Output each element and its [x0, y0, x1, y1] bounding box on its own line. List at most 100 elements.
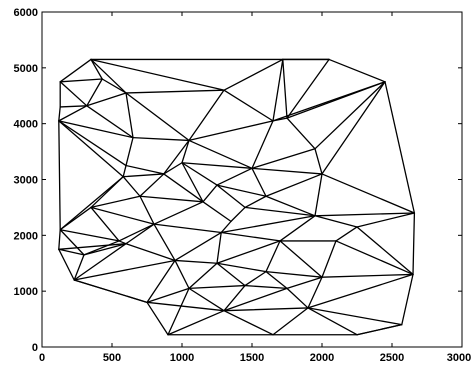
mesh-edge	[384, 81, 416, 214]
mesh-edge	[216, 184, 267, 197]
mesh-edge	[122, 176, 141, 197]
mesh-edge	[122, 164, 127, 178]
mesh-edge	[220, 215, 316, 234]
mesh-edge	[90, 206, 155, 225]
mesh-edge	[328, 58, 386, 83]
mesh-edge	[125, 223, 155, 245]
mesh-edge	[125, 243, 176, 262]
mesh-edge	[101, 78, 127, 94]
mesh-edge	[163, 139, 190, 175]
mesh-edge	[125, 136, 134, 167]
mesh-edge	[122, 173, 165, 178]
mesh-edge	[153, 223, 222, 234]
mesh-edge	[314, 148, 323, 175]
mesh-edge	[321, 240, 337, 278]
x-tick-label: 3000	[447, 352, 471, 364]
mesh-edge	[335, 226, 358, 242]
mesh-edge	[307, 276, 323, 309]
mesh-edge	[58, 120, 134, 139]
mesh-edge	[59, 206, 92, 231]
mesh-edge	[412, 212, 416, 276]
mesh-edge	[216, 167, 253, 186]
mesh-edge	[220, 220, 232, 234]
x-tick-label: 500	[103, 352, 121, 364]
mesh-edge	[58, 120, 124, 178]
mesh-edge	[125, 89, 225, 94]
mesh-edge	[223, 284, 246, 312]
mesh-edge	[265, 270, 288, 290]
mesh-edge	[125, 164, 165, 175]
x-axis: 0 500 1000 1500 2000 2500 3000	[39, 12, 471, 364]
mesh-edge	[146, 301, 225, 312]
mesh-edge	[58, 120, 61, 231]
mesh-edge	[307, 307, 358, 336]
mesh-edge	[132, 136, 190, 142]
mesh-edge	[314, 212, 416, 217]
mesh-edge	[83, 240, 120, 256]
mesh-edge	[272, 307, 309, 336]
mesh-edge	[188, 120, 274, 142]
mesh-edge	[125, 92, 134, 139]
mesh-edge	[139, 195, 155, 225]
mesh-edge	[216, 184, 246, 209]
y-tick-label: 0	[32, 342, 38, 354]
mesh-edge	[58, 248, 85, 256]
y-axis: 0 1000 2000 3000 4000 5000 6000	[14, 7, 462, 354]
mesh-edge	[265, 173, 323, 197]
mesh-edge	[401, 273, 414, 326]
mesh-edge	[181, 162, 204, 203]
mesh-edge	[86, 92, 127, 107]
x-tick-label: 2500	[380, 352, 404, 364]
mesh-edge	[251, 120, 274, 169]
mesh-edge	[282, 58, 288, 119]
mesh-edge	[118, 223, 155, 242]
mesh-edge	[90, 58, 103, 80]
mesh-edge	[59, 176, 124, 231]
mesh-edge	[286, 276, 323, 290]
mesh-edge	[223, 58, 284, 91]
mesh-edge	[153, 223, 176, 262]
x-tick-label: 2000	[310, 352, 334, 364]
y-tick-label: 3000	[14, 175, 38, 187]
y-tick-label: 5000	[14, 63, 38, 75]
mesh-edge	[220, 231, 281, 242]
mesh-edge	[90, 206, 120, 242]
mesh-edge	[356, 212, 416, 228]
mesh-edge	[167, 310, 225, 336]
mesh-edge	[153, 201, 204, 225]
mesh-edge	[86, 78, 103, 107]
mesh-edge	[223, 307, 309, 312]
mesh-edge	[202, 184, 218, 203]
mesh-edge	[181, 139, 190, 164]
mesh-edge	[73, 243, 127, 281]
mesh-edge	[286, 117, 316, 150]
mesh-edge	[244, 284, 288, 290]
mesh-edge	[286, 58, 330, 119]
mesh-edge	[216, 240, 281, 264]
mesh-edge	[146, 287, 190, 303]
mesh-edge	[265, 195, 316, 217]
y-tick-label: 6000	[14, 7, 38, 19]
y-tick-label: 1000	[14, 286, 38, 298]
mesh-edge	[90, 176, 124, 209]
mesh-edge	[251, 167, 267, 197]
mesh-edge	[59, 78, 103, 83]
mesh-edge	[307, 273, 414, 309]
mesh-edge	[58, 120, 127, 167]
mesh-edge	[356, 226, 414, 276]
mesh-edge	[90, 58, 225, 91]
mesh-edge	[59, 58, 92, 83]
mesh-edge	[58, 106, 61, 122]
mesh-edge	[73, 279, 148, 303]
mesh-edge	[251, 167, 323, 175]
mesh-edge	[188, 287, 225, 312]
mesh-edge	[58, 105, 88, 122]
mesh-edge	[321, 273, 414, 278]
mesh-edges	[58, 58, 416, 336]
mesh-edge	[59, 229, 120, 242]
mesh-edge	[244, 270, 267, 287]
mesh-edge	[223, 310, 274, 336]
mesh-edge	[73, 259, 176, 281]
y-tick-label: 4000	[14, 119, 38, 131]
